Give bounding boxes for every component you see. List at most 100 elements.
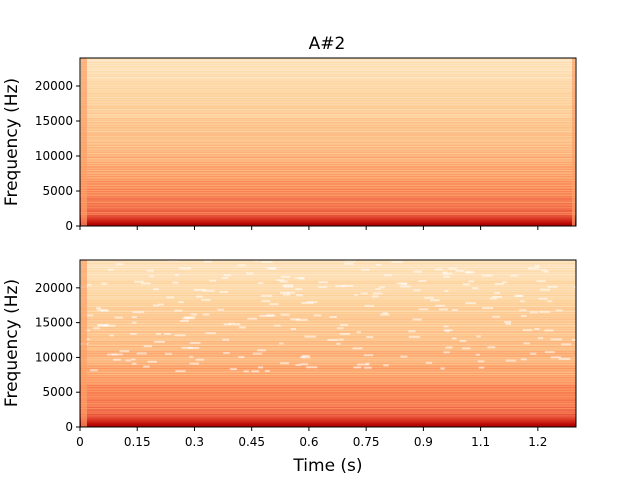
x-ticks-bottom: 0 0.15 0.3 0.45 0.6 0.75 0.9 1.1 1.2 (76, 427, 547, 449)
harmonic-band (80, 98, 576, 101)
harmonic-band (80, 365, 576, 367)
noise-speck (204, 260, 213, 263)
harmonic-band (80, 129, 576, 132)
harmonic-band (80, 100, 576, 102)
noise-speck (156, 333, 161, 336)
noise-speck (174, 309, 183, 312)
harmonic-band (80, 193, 576, 195)
noise-speck (522, 329, 533, 332)
harmonic-band (80, 273, 576, 276)
harmonic-band (80, 280, 576, 282)
noise-speck (505, 322, 512, 325)
harmonic-band (80, 350, 576, 352)
fundamental-band (80, 423, 576, 426)
fundamental-band (80, 217, 576, 220)
fundamental-band (80, 417, 576, 419)
x-tick-label: 1.1 (471, 435, 490, 449)
noise-speck (534, 327, 540, 330)
harmonic-band (80, 398, 576, 400)
harmonic-band (80, 315, 576, 317)
harmonic-band (80, 159, 576, 161)
noise-speck (84, 283, 92, 286)
harmonic-band (80, 196, 576, 198)
noise-speck (448, 267, 457, 270)
harmonic-band (80, 150, 576, 152)
harmonic-band (80, 113, 576, 115)
noise-speck (336, 342, 341, 345)
noise-speck (468, 280, 475, 283)
noise-speck (536, 280, 546, 283)
noise-speck (344, 259, 357, 262)
noise-speck (300, 363, 309, 366)
harmonic-band (80, 290, 576, 292)
noise-speck (540, 269, 547, 272)
harmonic-band (80, 378, 576, 380)
y-tick-label: 15000 (35, 316, 73, 330)
harmonic-band (80, 406, 576, 408)
harmonic-band (80, 108, 576, 110)
harmonic-band (80, 178, 576, 181)
noise-speck (205, 332, 216, 335)
fundamental-band (80, 425, 576, 427)
harmonic-band (80, 98, 576, 100)
fundamental-band (80, 418, 576, 420)
axes-frame-bottom (79, 259, 577, 428)
harmonic-band (80, 286, 576, 288)
harmonic-band (80, 144, 576, 146)
harmonic-band (80, 370, 576, 372)
harmonic-band (80, 59, 576, 62)
harmonic-band (80, 323, 576, 325)
harmonic-band (80, 162, 576, 164)
harmonic-band (80, 199, 576, 201)
noise-speck (443, 351, 450, 354)
harmonic-band (80, 391, 576, 393)
harmonic-band (80, 368, 576, 371)
harmonic-band (80, 211, 576, 213)
harmonic-band (80, 205, 576, 208)
harmonic-band (80, 82, 576, 84)
noise-speck (280, 275, 291, 278)
harmonic-band (80, 358, 576, 360)
harmonic-band (80, 143, 576, 146)
harmonic-band (80, 275, 576, 277)
harmonic-band (80, 107, 576, 110)
harmonic-band (80, 403, 576, 405)
y-tick-label: 10000 (35, 350, 73, 364)
noise-speck (246, 272, 254, 275)
harmonic-band (80, 125, 576, 128)
noise-speck (375, 288, 381, 291)
noise-speck (143, 345, 152, 348)
harmonic-band (80, 296, 576, 298)
harmonic-band (80, 278, 576, 281)
harmonic-band (80, 380, 576, 382)
noise-speck (202, 289, 215, 292)
harmonic-band (80, 261, 576, 263)
noise-speck (82, 314, 93, 317)
harmonic-band (80, 324, 576, 326)
harmonic-band (80, 187, 576, 190)
noise-speck (130, 332, 137, 335)
harmonic-band (80, 127, 576, 129)
harmonic-band (80, 366, 576, 368)
y-axis-label-top: Frequency (Hz) (2, 78, 22, 206)
harmonic-band (80, 124, 576, 126)
noise-speck (519, 309, 527, 312)
noise-speck (301, 301, 314, 304)
noise-speck (109, 334, 114, 337)
harmonic-band (80, 178, 576, 180)
harmonic-band (80, 299, 576, 302)
harmonic-band (80, 318, 576, 320)
harmonic-band (80, 196, 576, 199)
harmonic-band (80, 384, 576, 386)
onset-band (81, 58, 87, 226)
harmonic-band (80, 335, 576, 337)
harmonic-band (80, 86, 576, 88)
harmonic-band (80, 367, 576, 369)
harmonic-band (80, 72, 576, 75)
harmonic-band (80, 101, 576, 103)
harmonic-band (80, 116, 576, 119)
harmonic-band (80, 410, 576, 412)
harmonic-band (80, 282, 576, 285)
noise-speck (372, 292, 383, 295)
noise-speck (408, 335, 421, 338)
